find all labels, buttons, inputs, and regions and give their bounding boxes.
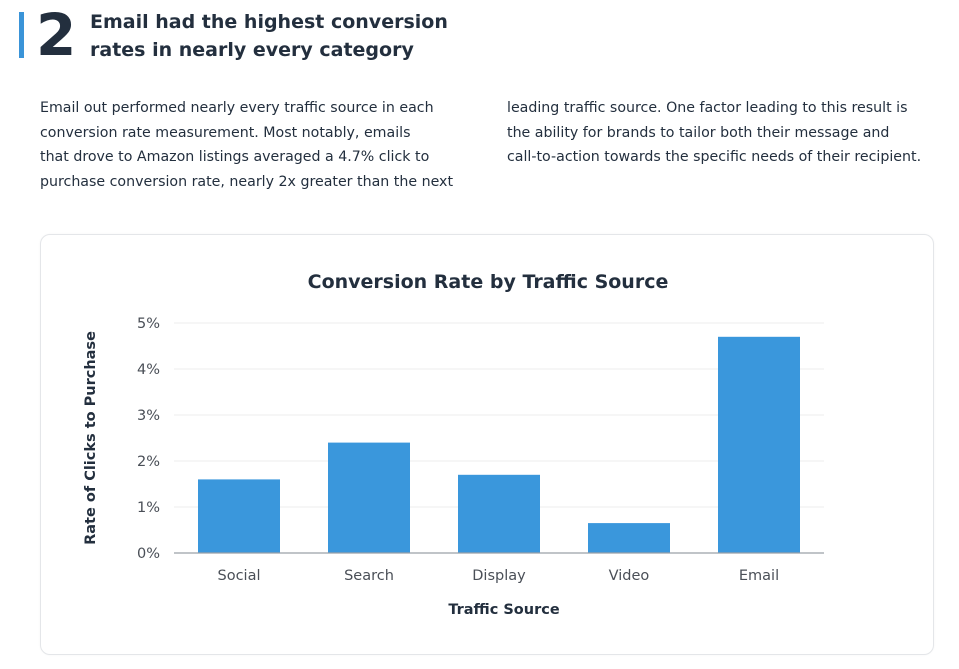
bar	[718, 336, 800, 553]
y-axis-label: Rate of Clicks to Purchase	[83, 331, 99, 545]
section-headline: Email had the highest conversion rates i…	[90, 8, 470, 64]
body-line: leading traffic source. One factor leadi…	[507, 100, 908, 116]
bar	[458, 474, 540, 553]
chart-title: Conversion Rate by Traffic Source	[307, 271, 669, 293]
bar	[588, 523, 670, 553]
y-tick-label: 0%	[137, 546, 160, 562]
x-tick-label: Display	[472, 568, 526, 584]
body-line: the ability for brands to tailor both th…	[507, 124, 890, 141]
x-tick-label: Search	[344, 568, 394, 584]
bar-chart: 0% 1% 2% 3% 4% 5% Social Search Display Video Emai…	[83, 316, 824, 618]
body-line: purchase conversion rate, nearly 2x grea…	[40, 173, 454, 190]
body-line: call-to-action towards the specific need…	[507, 149, 922, 165]
x-tick-label: Social	[218, 568, 261, 584]
body-text-left: Email out performed nearly every traffic…	[40, 96, 460, 194]
bar	[328, 442, 410, 553]
bar	[198, 479, 280, 553]
y-tick-label: 4%	[137, 362, 160, 378]
y-tick-label: 2%	[137, 454, 160, 470]
section-number: 2	[36, 1, 76, 69]
y-tick-label: 3%	[137, 408, 160, 424]
y-tick-label: 5%	[137, 316, 160, 332]
y-tick-label: 1%	[137, 500, 160, 516]
body-line: that drove to Amazon listings averaged a…	[40, 149, 430, 165]
body-line: Email out performed nearly every traffic…	[40, 100, 434, 116]
body-text-right: leading traffic source. One factor leadi…	[507, 96, 947, 170]
x-tick-label: Video	[609, 568, 650, 584]
accent-bar	[19, 12, 24, 58]
body-line: conversion rate measurement. Most notabl…	[40, 124, 411, 141]
chart-card: Conversion Rate by Traffic Source 0% 1% 2%…	[40, 234, 934, 655]
x-tick-label: Email	[739, 568, 779, 584]
headline-line: rates in nearly every category	[90, 39, 414, 61]
x-axis-label: Traffic Source	[448, 602, 560, 618]
headline-line: Email had the highest conversion	[90, 11, 448, 33]
